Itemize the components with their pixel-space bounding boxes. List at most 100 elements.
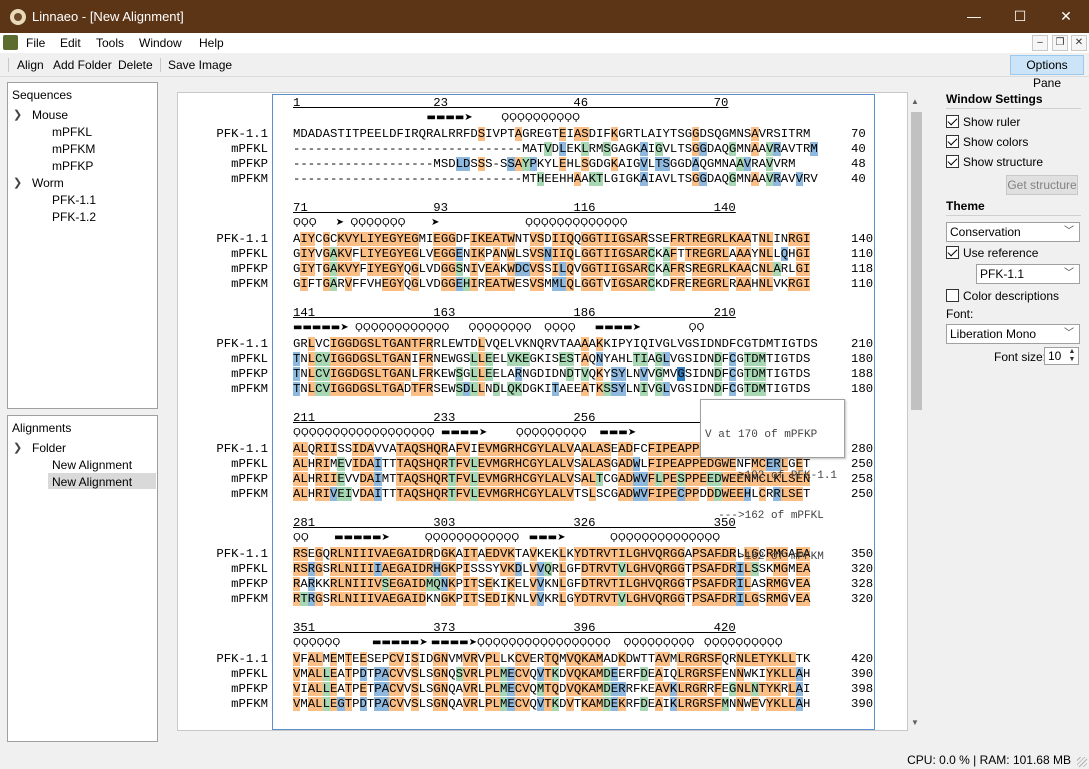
residue[interactable]: M — [499, 697, 508, 711]
residue[interactable]: G — [632, 577, 641, 591]
residue[interactable]: G — [344, 382, 353, 396]
residue[interactable]: E — [329, 667, 338, 681]
residue[interactable]: M — [596, 142, 604, 156]
residue[interactable]: R — [411, 127, 419, 141]
residue[interactable]: L — [470, 367, 478, 381]
residue[interactable]: K — [551, 667, 560, 681]
residue[interactable]: - — [389, 172, 397, 186]
residue[interactable]: T — [344, 697, 353, 711]
residue[interactable]: F — [632, 682, 641, 696]
residue[interactable]: M — [758, 367, 766, 381]
residue[interactable]: I — [366, 547, 375, 561]
residue[interactable]: E — [566, 382, 574, 396]
residue[interactable]: G — [322, 232, 330, 246]
residue[interactable]: I — [300, 682, 308, 696]
residue[interactable]: N — [743, 472, 752, 486]
residue[interactable]: V — [426, 247, 434, 261]
residue[interactable]: I — [802, 682, 811, 696]
residue[interactable]: I — [462, 547, 471, 561]
residue[interactable]: K — [522, 337, 530, 351]
residue[interactable]: T — [588, 562, 597, 576]
residue[interactable]: V — [403, 682, 412, 696]
residue[interactable]: - — [440, 172, 449, 186]
residue[interactable]: Q — [566, 232, 574, 246]
residue[interactable]: T — [559, 337, 567, 351]
residue[interactable]: T — [573, 697, 582, 711]
residue[interactable]: A — [736, 247, 744, 261]
residue[interactable]: D — [625, 487, 633, 501]
residue[interactable]: - — [403, 157, 412, 171]
residue[interactable]: - — [514, 142, 523, 156]
residue[interactable]: A — [403, 547, 412, 561]
residue[interactable]: G — [736, 367, 744, 381]
residue[interactable]: P — [485, 667, 493, 681]
residue[interactable]: F — [455, 457, 463, 471]
residue[interactable]: Q — [448, 682, 456, 696]
residue[interactable]: V — [566, 442, 574, 456]
residue[interactable]: V — [566, 472, 574, 486]
residue[interactable]: A — [751, 127, 759, 141]
residue[interactable]: R — [684, 652, 693, 666]
residue[interactable]: L — [625, 592, 633, 606]
residue[interactable]: G — [632, 562, 641, 576]
residue[interactable]: A — [581, 172, 589, 186]
residue[interactable]: A — [396, 382, 404, 396]
residue[interactable]: C — [522, 472, 530, 486]
residue[interactable]: E — [366, 127, 375, 141]
residue[interactable]: G — [618, 247, 626, 261]
residue[interactable]: A — [492, 232, 500, 246]
residue[interactable]: A — [714, 142, 722, 156]
residue[interactable]: C — [514, 697, 523, 711]
residue[interactable]: L — [470, 382, 478, 396]
residue[interactable]: S — [462, 352, 471, 366]
residue[interactable]: M — [329, 457, 338, 471]
residue[interactable]: A — [329, 262, 338, 276]
residue[interactable]: L — [381, 127, 390, 141]
residue[interactable]: G — [322, 262, 330, 276]
residue[interactable]: L — [418, 277, 427, 291]
residue[interactable]: I — [359, 547, 367, 561]
residue[interactable]: A — [588, 682, 597, 696]
residue[interactable]: S — [426, 667, 434, 681]
residue[interactable]: A — [381, 667, 390, 681]
sequence-row[interactable]: AIYCGCKVYLIYEGYEGMIEGGDFIKEATWNTVSDIIQQG… — [293, 232, 811, 247]
residue[interactable]: R — [662, 547, 670, 561]
residue[interactable]: I — [418, 652, 427, 666]
residue[interactable]: S — [684, 352, 693, 366]
residue[interactable]: C — [389, 697, 397, 711]
residue[interactable]: D — [662, 277, 670, 291]
residue[interactable]: I — [366, 232, 375, 246]
residue[interactable]: K — [573, 142, 582, 156]
residue[interactable]: - — [426, 157, 434, 171]
residue[interactable]: Q — [699, 157, 707, 171]
residue[interactable]: S — [603, 142, 611, 156]
residue[interactable]: E — [485, 232, 493, 246]
residue[interactable]: I — [647, 172, 656, 186]
residue[interactable]: R — [699, 652, 707, 666]
residue[interactable]: G — [588, 232, 597, 246]
residue[interactable]: L — [677, 667, 685, 681]
residue[interactable]: D — [640, 667, 648, 681]
residue[interactable]: V — [462, 442, 471, 456]
menu-window[interactable]: Window — [139, 36, 182, 50]
residue[interactable]: E — [514, 577, 523, 591]
residue[interactable]: G — [359, 382, 367, 396]
residue[interactable]: N — [514, 232, 523, 246]
residue[interactable]: N — [721, 157, 730, 171]
residue[interactable]: K — [536, 352, 545, 366]
residue[interactable]: - — [448, 142, 456, 156]
residue[interactable]: K — [315, 577, 323, 591]
residue[interactable]: R — [315, 472, 323, 486]
residue[interactable]: - — [315, 172, 323, 186]
residue[interactable]: G — [433, 667, 441, 681]
residue[interactable]: - — [477, 172, 486, 186]
residue[interactable]: G — [440, 592, 449, 606]
residue[interactable]: I — [566, 127, 574, 141]
residue[interactable]: G — [588, 277, 597, 291]
residue[interactable]: S — [610, 367, 619, 381]
sequence-row[interactable]: ALHRIIEVVDAIMTTAQSHQRTFVLEVMGRHCGYLALVSA… — [293, 472, 811, 487]
residue[interactable]: E — [389, 562, 397, 576]
residue[interactable]: V — [522, 667, 530, 681]
residue[interactable]: I — [411, 352, 419, 366]
tree-item-mpfkl[interactable]: mPFKL — [52, 125, 93, 139]
